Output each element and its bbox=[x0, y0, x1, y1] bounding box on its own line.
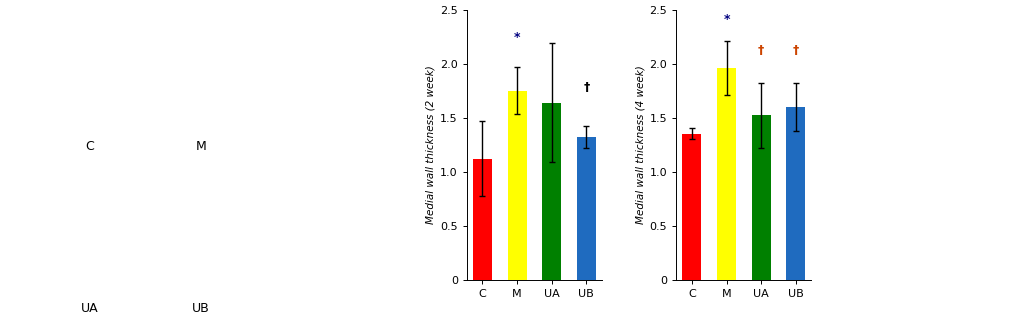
Bar bbox=[752, 115, 771, 280]
Bar bbox=[508, 91, 526, 280]
Text: UB: UB bbox=[192, 302, 209, 315]
Text: *: * bbox=[514, 31, 520, 44]
Bar bbox=[473, 159, 492, 280]
Text: †: † bbox=[793, 44, 799, 57]
Bar bbox=[542, 103, 561, 280]
Bar bbox=[717, 68, 736, 280]
Text: M: M bbox=[196, 140, 206, 153]
Y-axis label: Medial wall thickness (2 week): Medial wall thickness (2 week) bbox=[426, 65, 436, 224]
Y-axis label: Medial wall thickness (4 week): Medial wall thickness (4 week) bbox=[635, 65, 645, 224]
Bar bbox=[577, 137, 596, 280]
Text: *: * bbox=[723, 13, 729, 26]
Bar bbox=[682, 134, 702, 280]
Bar bbox=[786, 107, 805, 280]
Text: UA: UA bbox=[81, 302, 98, 315]
Text: †: † bbox=[583, 81, 589, 94]
Text: C: C bbox=[85, 140, 94, 153]
Text: †: † bbox=[758, 44, 764, 57]
